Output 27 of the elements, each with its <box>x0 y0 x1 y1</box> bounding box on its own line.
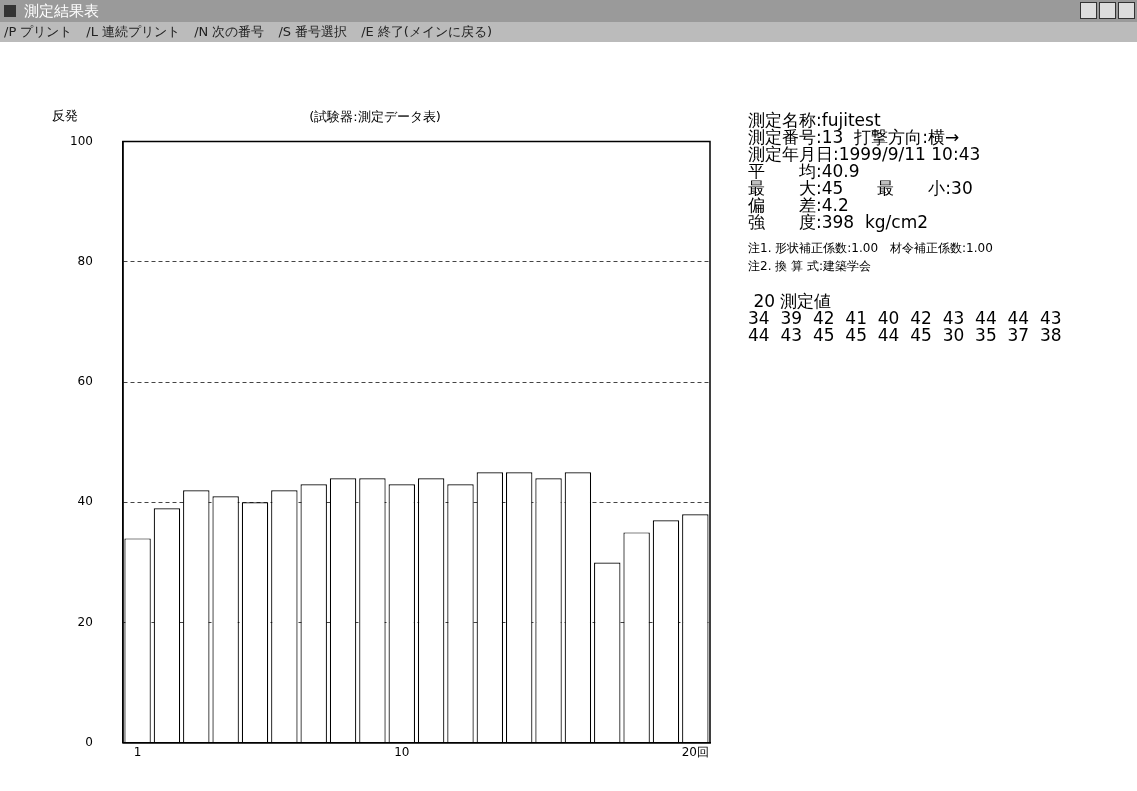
text: 34 39 42 41 40 42 43 44 44 43 <box>748 308 1062 328</box>
text: 最 大:45 最 小:30 <box>748 178 974 198</box>
y-tick-label: 40 <box>77 494 93 509</box>
chart-title: (試験器:測定データ表) <box>309 109 441 125</box>
text: 平 均:40.9 <box>748 161 860 181</box>
text: /N 次の番号 <box>194 23 265 41</box>
text: 強 度:398 kg/cm2 <box>748 212 930 232</box>
text: /L 連続プリント <box>86 23 181 41</box>
text: /S 番号選択 <box>278 23 348 41</box>
text: 測定名称:fujitest <box>748 110 881 130</box>
text: 注1. 形状補正係数:1.00 材令補正係数:1.00 <box>748 240 994 257</box>
text: 測定結果表 <box>24 1 99 22</box>
text: 44 43 45 45 44 45 30 35 37 38 <box>748 325 1062 345</box>
text: 注2. 換 算 式:建築学会 <box>748 258 872 275</box>
text: /E 終了(メインに戻る) <box>361 23 493 41</box>
y-tick-label: 100 <box>70 133 93 148</box>
text: 20 測定値 <box>752 291 833 311</box>
y-axis-title: 反発 <box>52 107 78 123</box>
x-tick-label: 20回 <box>681 745 709 760</box>
y-tick-label: 20 <box>77 614 93 629</box>
x-tick-label: 1 <box>133 745 142 760</box>
y-tick-label: 0 <box>85 734 93 749</box>
x-tick-label: 10 <box>394 745 410 760</box>
text: /P プリント <box>4 23 73 41</box>
y-tick-label: 80 <box>77 253 93 268</box>
text: 偏 差:4.2 <box>748 195 850 215</box>
y-tick-label: 60 <box>77 374 93 389</box>
